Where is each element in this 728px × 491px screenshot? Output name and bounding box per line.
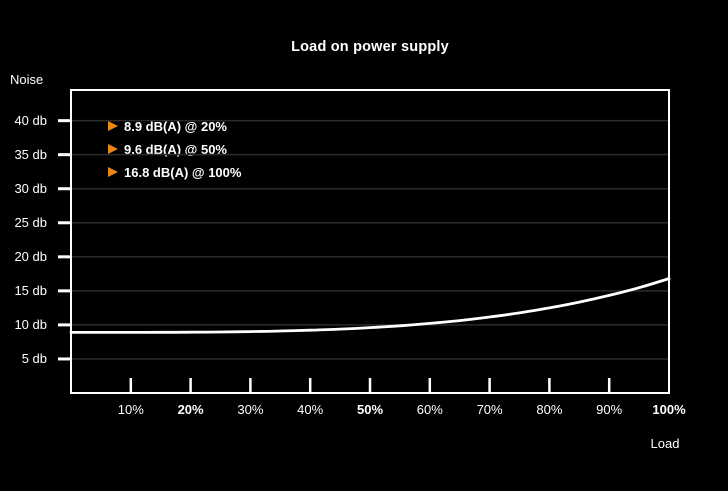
y-tick-label: 15 db (14, 282, 47, 298)
arrow-right-icon (108, 121, 118, 131)
x-tick-label: 50% (356, 402, 384, 417)
arrow-right-icon (108, 144, 118, 154)
y-tick-label: 35 db (14, 146, 47, 162)
x-tick-label: 80% (536, 402, 563, 417)
y-tick-label: 30 db (14, 180, 47, 196)
arrow-right-icon (108, 167, 118, 177)
x-tick-label: 60% (416, 402, 443, 417)
annotation-label: 16.8 dB(A) @ 100% (124, 164, 242, 180)
y-tick-label: 5 db (21, 350, 47, 366)
annotation-list: 8.9 dB(A) @ 20% 9.6 dB(A) @ 50% 16.8 dB(… (108, 118, 241, 187)
y-tick-label: 25 db (14, 214, 47, 230)
chart-title: Load on power supply (291, 39, 449, 55)
annotation-row: 8.9 dB(A) @ 20% (108, 118, 241, 134)
y-tick-label: 20 db (14, 248, 47, 264)
annotation-label: 9.6 dB(A) @ 50% (124, 141, 227, 157)
x-tick-label: 10% (117, 402, 144, 417)
axis-ticks (58, 119, 611, 392)
annotation-row: 9.6 dB(A) @ 50% (108, 141, 241, 157)
y-axis-title: Noise (10, 72, 44, 87)
x-tick-label: 70% (476, 402, 503, 417)
x-tick-label: 20% (177, 402, 204, 417)
x-tick-label: 90% (596, 402, 623, 417)
annotation-label: 8.9 dB(A) @ 20% (124, 118, 227, 134)
x-tick-label: 40% (297, 402, 324, 417)
gridlines (71, 119, 669, 360)
x-tick-label: 100% (652, 402, 686, 417)
x-axis-title: Load (650, 436, 680, 451)
annotation-row: 16.8 dB(A) @ 100% (108, 164, 241, 180)
noise-curve (69, 277, 671, 334)
y-tick-label: 10 db (14, 316, 47, 332)
plot-frame (70, 89, 670, 394)
y-tick-label: 40 db (14, 112, 47, 128)
x-tick-label: 30% (237, 402, 264, 417)
